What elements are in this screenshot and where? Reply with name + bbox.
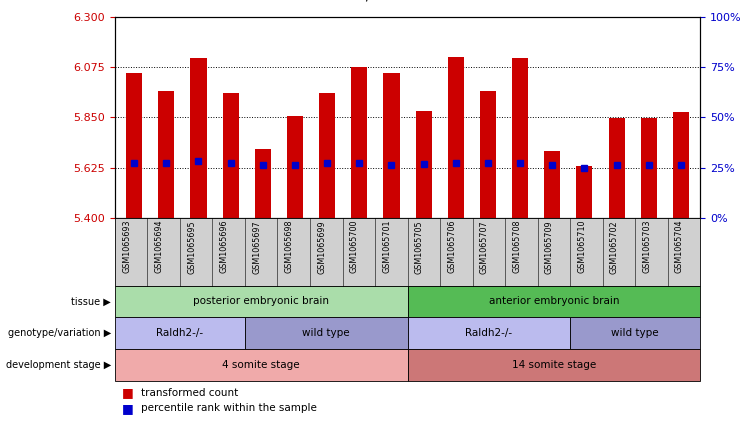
Text: Raldh2-/-: Raldh2-/-	[465, 328, 513, 338]
Text: GSM1065709: GSM1065709	[545, 220, 554, 274]
Text: tissue ▶: tissue ▶	[71, 297, 111, 306]
Text: GSM1065697: GSM1065697	[252, 220, 261, 274]
Bar	[544, 151, 560, 218]
Text: ■: ■	[122, 401, 134, 415]
Text: GSM1065710: GSM1065710	[577, 220, 586, 273]
Text: GSM1065698: GSM1065698	[285, 220, 293, 273]
Text: GSM1065699: GSM1065699	[317, 220, 326, 274]
Bar	[126, 73, 142, 218]
Text: GSM1065701: GSM1065701	[382, 220, 391, 273]
Bar	[351, 67, 368, 218]
Text: GSM1065693: GSM1065693	[122, 220, 131, 273]
Text: GSM1065707: GSM1065707	[480, 220, 489, 274]
Text: GSM1065694: GSM1065694	[155, 220, 164, 273]
Text: GSM1065695: GSM1065695	[187, 220, 196, 274]
Text: GSM1065702: GSM1065702	[610, 220, 619, 274]
Bar	[641, 118, 657, 218]
Bar	[190, 58, 207, 218]
Text: genotype/variation ▶: genotype/variation ▶	[8, 328, 111, 338]
Text: posterior embryonic brain: posterior embryonic brain	[193, 297, 329, 306]
Text: wild type: wild type	[302, 328, 350, 338]
Text: wild type: wild type	[611, 328, 659, 338]
Text: GSM1065704: GSM1065704	[675, 220, 684, 273]
Text: GSM1065706: GSM1065706	[448, 220, 456, 273]
Text: GSM1065696: GSM1065696	[219, 220, 229, 273]
Text: development stage ▶: development stage ▶	[6, 360, 111, 370]
Bar	[512, 58, 528, 218]
Text: Raldh2-/-: Raldh2-/-	[156, 328, 204, 338]
Bar	[383, 73, 399, 218]
Text: GSM1065705: GSM1065705	[415, 220, 424, 274]
Text: GSM1065700: GSM1065700	[350, 220, 359, 273]
Bar	[222, 93, 239, 218]
Text: GSM1065708: GSM1065708	[512, 220, 522, 273]
Bar	[159, 91, 174, 218]
Bar	[319, 93, 335, 218]
Text: 14 somite stage: 14 somite stage	[512, 360, 596, 370]
Bar	[416, 111, 432, 218]
Bar	[255, 148, 271, 218]
Text: percentile rank within the sample: percentile rank within the sample	[141, 403, 316, 413]
Text: anterior embryonic brain: anterior embryonic brain	[488, 297, 619, 306]
Text: transformed count: transformed count	[141, 388, 238, 398]
Bar	[448, 57, 464, 218]
Text: ■: ■	[122, 386, 134, 399]
Bar	[608, 118, 625, 218]
Text: GDS4836 / 10372652: GDS4836 / 10372652	[296, 0, 445, 2]
Bar	[576, 167, 593, 218]
Bar	[480, 91, 496, 218]
Bar	[673, 112, 689, 218]
Text: GSM1065703: GSM1065703	[642, 220, 651, 273]
Text: 4 somite stage: 4 somite stage	[222, 360, 300, 370]
Bar	[287, 116, 303, 218]
